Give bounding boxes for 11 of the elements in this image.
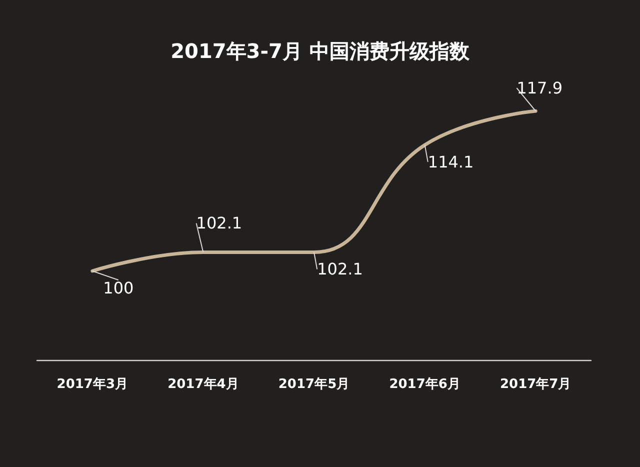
data-label: 102.1 (196, 214, 242, 233)
data-label: 114.1 (428, 152, 474, 172)
x-tick-label: 2017年3月 (56, 377, 128, 392)
x-tick-label: 2017年7月 (500, 377, 572, 392)
x-tick-label: 2017年6月 (389, 377, 460, 392)
data-label: 100 (103, 278, 134, 298)
data-label: 117.9 (516, 78, 563, 98)
data-label: 102.1 (317, 260, 363, 279)
x-tick-label: 2017年4月 (168, 377, 239, 392)
chart-title: 2017年3-7月 中国消费升级指数 (170, 39, 470, 63)
x-tick-label: 2017年5月 (278, 377, 350, 392)
